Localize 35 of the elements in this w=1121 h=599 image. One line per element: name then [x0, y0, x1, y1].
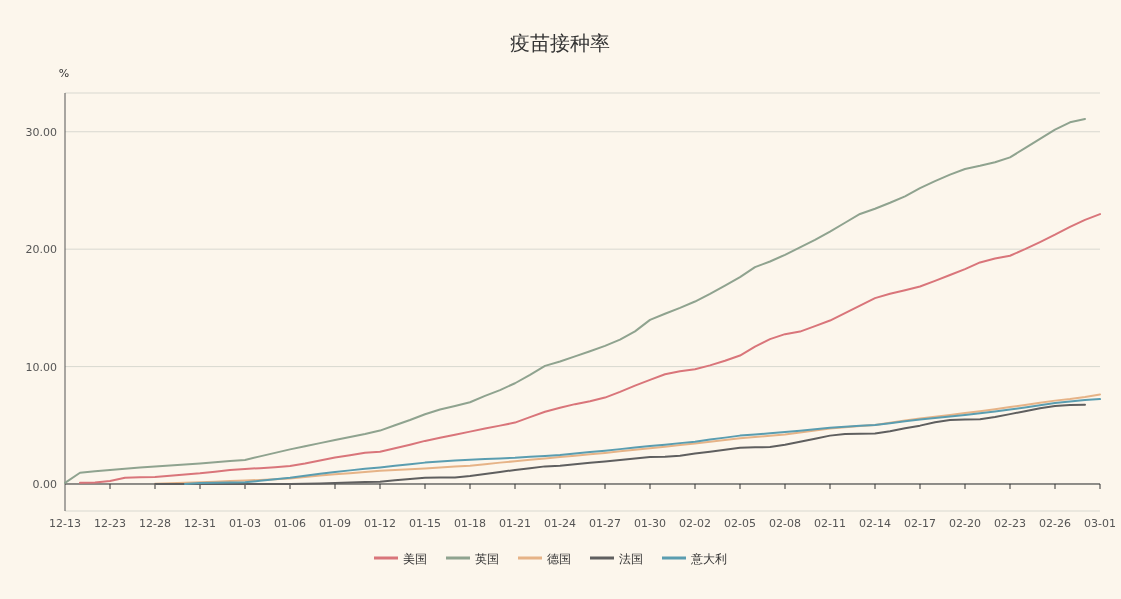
x-tick-label: 02-11: [814, 517, 846, 530]
x-tick-label: 01-18: [454, 517, 486, 530]
y-tick-label: 20.00: [25, 243, 57, 257]
legend-label: 法国: [619, 551, 643, 566]
x-tick-label: 02-20: [949, 517, 981, 530]
y-tick-label: 0.00: [32, 477, 57, 491]
x-tick-label: 01-12: [364, 517, 396, 530]
x-tick-label: 02-14: [859, 517, 891, 530]
x-tick-label: 02-02: [679, 517, 711, 530]
x-tick-label: 01-06: [274, 517, 306, 530]
x-tick-label: 01-24: [544, 517, 576, 530]
legend-label: 美国: [403, 551, 427, 566]
legend-label: 英国: [475, 551, 499, 566]
x-tick-label: 01-09: [319, 517, 351, 530]
x-tick-label: 01-27: [589, 517, 621, 530]
x-tick-label: 01-15: [409, 517, 441, 530]
legend-label: 德国: [547, 551, 571, 566]
y-tick-label: 10.00: [25, 360, 57, 374]
x-tick-label: 12-13: [49, 517, 81, 530]
x-tick-label: 12-31: [184, 517, 216, 530]
chart-title: 疫苗接种率: [510, 31, 610, 55]
legend-label: 意大利: [690, 551, 727, 566]
x-tick-label: 03-01: [1084, 517, 1116, 530]
x-tick-label: 02-17: [904, 517, 936, 530]
x-tick-label: 02-23: [994, 517, 1026, 530]
x-tick-label: 12-23: [94, 517, 126, 530]
x-tick-label: 02-08: [769, 517, 801, 530]
x-tick-label: 01-21: [499, 517, 531, 530]
y-axis-title: %: [58, 67, 70, 80]
x-tick-label: 12-28: [139, 517, 171, 530]
x-tick-label: 01-03: [229, 517, 261, 530]
y-tick-label: 30.00: [25, 125, 57, 139]
x-tick-label: 02-26: [1039, 517, 1071, 530]
x-tick-label: 01-30: [634, 517, 666, 530]
x-tick-label: 02-05: [724, 517, 756, 530]
